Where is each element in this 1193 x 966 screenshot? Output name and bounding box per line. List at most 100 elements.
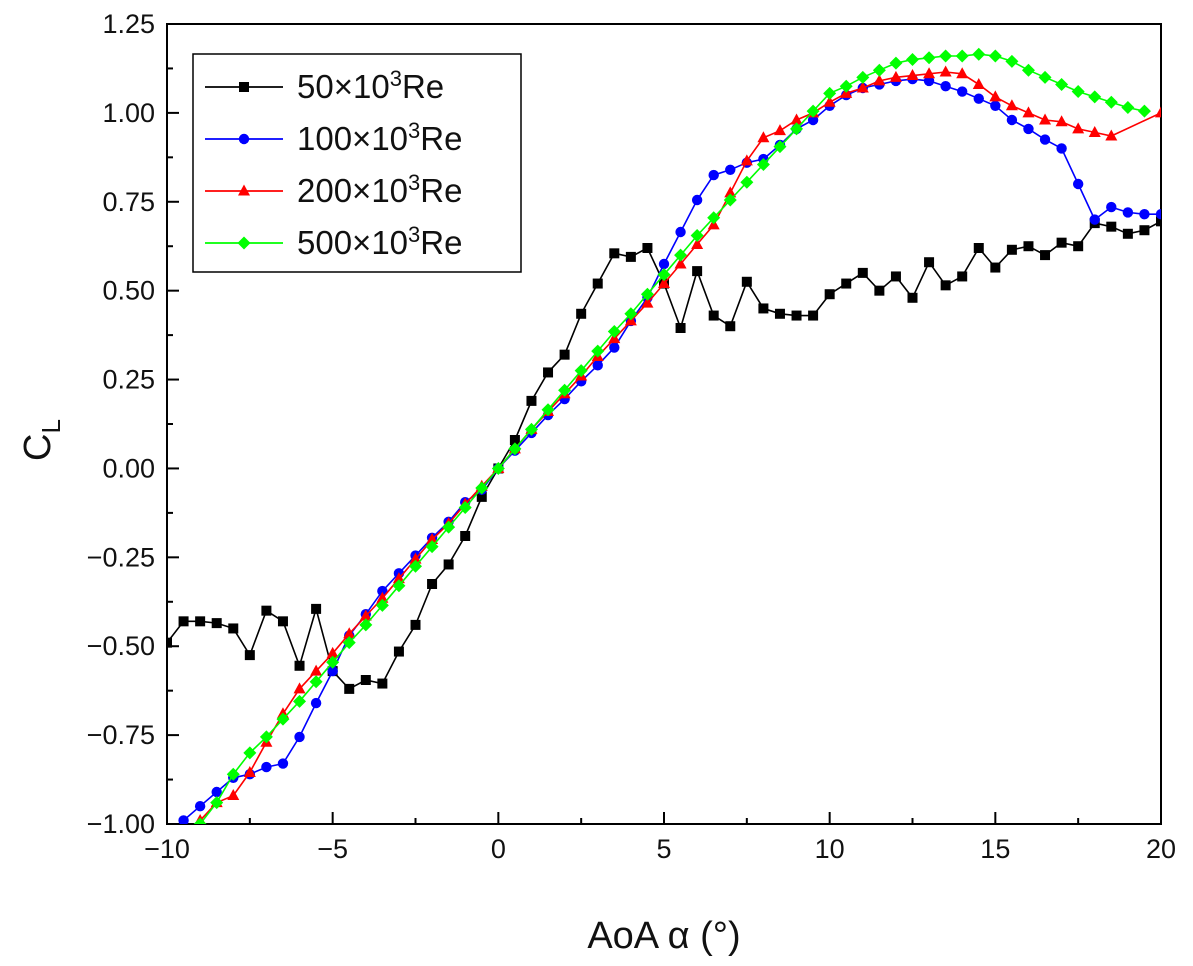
data-point [375,598,389,612]
data-point [839,79,853,93]
legend-entry: 100×103Re [205,118,462,157]
legend-label-base: 100×10 [297,120,408,157]
data-point [973,93,984,104]
legend-marker [239,82,249,92]
data-point [558,383,572,397]
data-point [574,364,588,378]
data-point [1122,207,1134,218]
data-point [841,278,852,289]
x-tick-label: 10 [815,834,845,864]
data-point [956,67,969,79]
data-point [261,761,272,773]
data-point [708,310,719,321]
data-point [476,491,487,502]
data-point [940,280,951,291]
data-point [1137,104,1151,118]
data-point [326,655,340,669]
data-point [657,268,671,282]
data-point [310,664,323,676]
legend-marker [238,133,250,145]
data-point [1155,209,1161,220]
data-point [872,63,886,77]
data-point [674,257,687,269]
data-point [823,86,837,100]
data-point [890,271,901,282]
data-point [227,789,240,801]
data-point [923,75,935,87]
data-point [940,81,951,92]
data-point [989,90,1002,102]
data-point [1156,216,1161,227]
data-point [1021,63,1035,77]
data-point [609,248,620,259]
data-point [409,559,422,573]
data-point [725,321,736,332]
data-point [1006,114,1018,126]
data-point [294,731,305,743]
data-point [344,683,355,694]
data-point [690,229,704,243]
legend-label: 100×103Re [297,118,462,157]
y-axis-title-main: C [17,434,59,461]
data-point [691,237,704,249]
data-point [774,308,785,319]
series-line [199,53,1145,824]
data-point [524,422,538,436]
legend-label-base: 200×10 [297,172,408,209]
data-point [889,56,903,70]
data-point [609,342,620,353]
data-point [195,616,206,627]
data-point [1055,77,1069,91]
data-point [1072,122,1085,134]
data-point [392,572,405,584]
data-point [692,266,703,277]
data-point [526,395,537,406]
legend-marker [238,184,250,196]
data-point [939,65,952,77]
data-point [491,461,505,475]
x-tick-label: 0 [491,834,506,864]
legend-label-exp: 3 [408,170,420,195]
data-point [294,660,305,671]
data-point [211,618,222,629]
data-point [343,627,356,639]
data-point [708,169,719,181]
x-axis-title: AoA α (°) [587,915,740,957]
svg-text:CL: CL [17,419,66,461]
data-point [293,694,307,708]
data-point [543,367,554,378]
data-point [193,817,207,824]
data-point [360,675,371,685]
data-point [377,585,388,597]
data-point [277,758,289,769]
y-tick-label: −0.50 [87,631,155,661]
x-tick-label: 20 [1146,834,1176,864]
data-point [226,767,240,781]
legend-label-base: 50×10 [297,68,390,105]
series-4 [193,47,1151,824]
legend-label-exp: 3 [408,118,420,143]
data-point [1023,241,1034,252]
data-point [1039,134,1051,145]
legend-label: 500×103Re [297,222,462,261]
data-point [377,678,388,689]
data-point [906,53,919,67]
data-point [675,323,686,333]
data-point [1055,115,1068,127]
data-point [393,646,404,657]
data-point [1071,85,1085,99]
data-point [310,697,322,709]
data-point [674,248,688,262]
legend-marker [237,236,251,250]
data-point [194,801,206,812]
data-point [1038,70,1052,84]
data-point [758,303,769,314]
legend-entry: 500×103Re [205,222,462,261]
data-point [1139,225,1150,236]
data-point [293,682,306,694]
data-point [443,559,454,570]
data-point [790,122,804,136]
data-point [658,258,670,270]
